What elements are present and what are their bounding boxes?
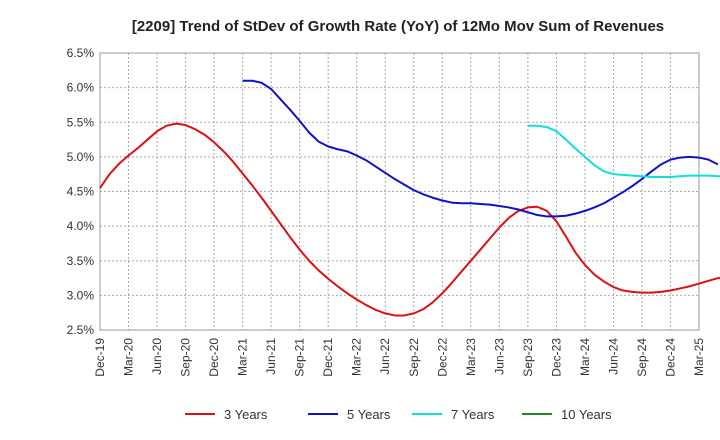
x-tick-label: Jun-22 (378, 338, 392, 375)
plot-area (99, 52, 700, 331)
x-tick-label: Sep-20 (179, 338, 193, 377)
series-line-2 (242, 79, 719, 218)
series-line-3 (527, 124, 720, 178)
chart-title: [2209] Trend of StDev of Growth Rate (Yo… (132, 18, 664, 35)
series-lines (99, 79, 720, 317)
x-tick-label: Mar-24 (578, 338, 592, 376)
legend-label-3: 7 Years (451, 407, 495, 422)
legend-label-1: 3 Years (224, 407, 268, 422)
x-tick-label: Mar-22 (350, 338, 364, 376)
x-tick-label: Sep-21 (293, 338, 307, 377)
x-tick-label: Dec-23 (549, 338, 563, 377)
x-tick-label: Jun-21 (264, 338, 278, 375)
x-tick-label: Dec-21 (321, 338, 335, 377)
y-tick-label: 5.0% (67, 150, 95, 164)
x-tick-label: Dec-20 (207, 338, 221, 377)
x-tick-label: Sep-23 (521, 338, 535, 377)
y-tick-label: 6.5% (67, 46, 95, 60)
x-tick-label: Jun-23 (492, 338, 506, 375)
x-tick-label: Jun-20 (150, 338, 164, 375)
series-line-1 (99, 122, 720, 317)
y-tick-label: 4.0% (67, 219, 95, 233)
x-tick-label: Sep-24 (635, 338, 649, 377)
x-tick-label: Mar-21 (236, 338, 250, 376)
x-tick-label: Mar-20 (122, 338, 136, 376)
x-axis: Dec-19 Mar-20 Jun-20 Sep-20 Dec-20 Mar-21 Jun-… (93, 338, 706, 377)
plot-grid (100, 53, 699, 330)
x-tick-label: Mar-25 (692, 338, 706, 376)
y-tick-label: 5.5% (67, 115, 95, 129)
x-tick-label: Dec-19 (93, 338, 107, 377)
legend: 3 Years 5 Years 7 Years 10 Years (185, 407, 612, 422)
y-axis: 2.5% 3.0% 3.5% 4.0% 4.5% 5.0% 5.5% 6.0% 6.5% (67, 46, 95, 337)
y-tick-label: 3.0% (67, 288, 95, 302)
legend-label-4: 10 Years (561, 407, 612, 422)
x-tick-label: Mar-23 (464, 338, 478, 376)
x-tick-label: Sep-22 (407, 338, 421, 377)
y-tick-label: 4.5% (67, 185, 95, 199)
x-tick-label: Dec-22 (435, 338, 449, 377)
legend-label-2: 5 Years (347, 407, 391, 422)
x-tick-label: Dec-24 (663, 338, 677, 377)
y-tick-label: 2.5% (67, 323, 95, 337)
x-tick-label: Jun-24 (606, 338, 620, 375)
y-tick-label: 6.0% (67, 81, 95, 95)
y-tick-label: 3.5% (67, 254, 95, 268)
